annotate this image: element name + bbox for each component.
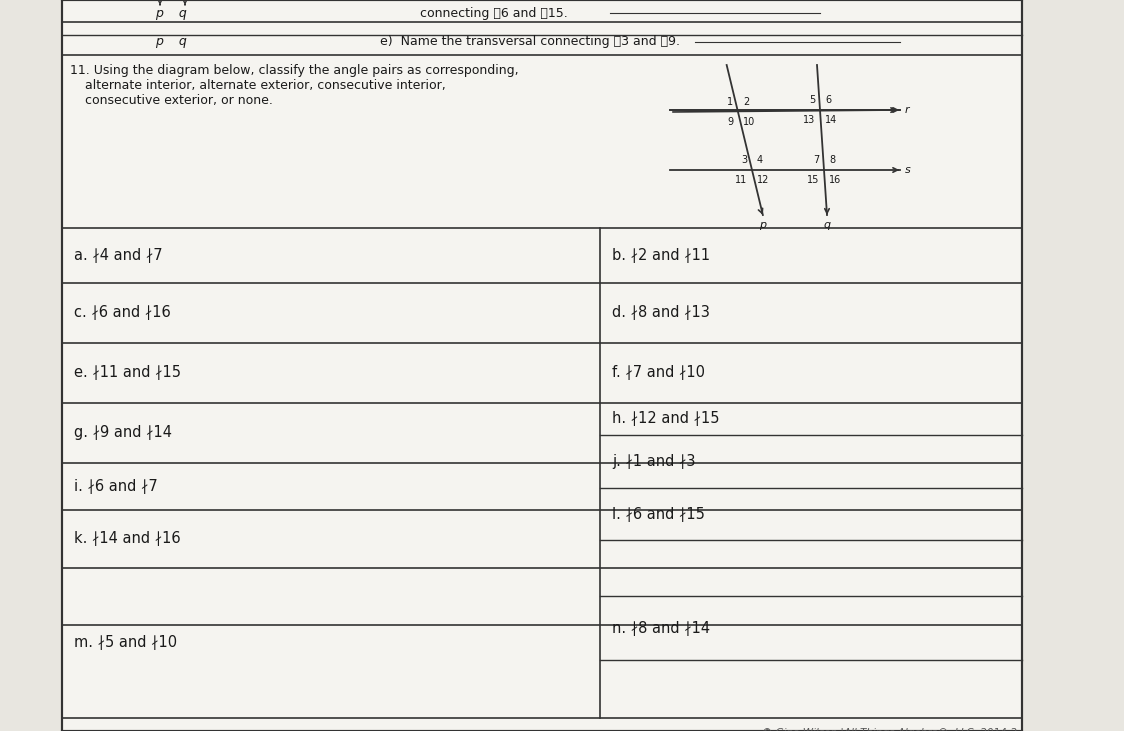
Text: 13: 13 (803, 115, 815, 125)
Text: h. ∤12 and ∤15: h. ∤12 and ∤15 (611, 412, 719, 426)
Text: p    q: p q (155, 7, 187, 20)
Text: r: r (905, 105, 909, 115)
Bar (62, 0, 1022, 731)
Text: m. ∤5 and ∤10: m. ∤5 and ∤10 (74, 635, 178, 651)
Text: k. ∤14 and ∤16: k. ∤14 and ∤16 (74, 531, 181, 547)
Text: e. ∤11 and ∤15: e. ∤11 and ∤15 (74, 366, 181, 381)
Text: d. ∤8 and ∤13: d. ∤8 and ∤13 (611, 306, 710, 320)
Text: 2: 2 (743, 97, 750, 107)
Text: l. ∤6 and ∤15: l. ∤6 and ∤15 (611, 507, 705, 521)
Text: p    q: p q (155, 36, 187, 48)
Text: 16: 16 (830, 175, 841, 185)
Text: c. ∤6 and ∤16: c. ∤6 and ∤16 (74, 306, 171, 320)
Text: s: s (905, 165, 910, 175)
Text: i. ∤6 and ∤7: i. ∤6 and ∤7 (74, 479, 157, 494)
Text: q: q (824, 220, 831, 230)
Text: n. ∤8 and ∤14: n. ∤8 and ∤14 (611, 621, 710, 635)
Text: 4: 4 (756, 155, 763, 165)
Text: a. ∤4 and ∤7: a. ∤4 and ∤7 (74, 248, 163, 263)
Text: connecting ⎳6 and ⎳15.: connecting ⎳6 and ⎳15. (420, 7, 568, 20)
Text: 11. Using the diagram below, classify the angle pairs as corresponding,: 11. Using the diagram below, classify th… (70, 64, 518, 77)
Text: g. ∤9 and ∤14: g. ∤9 and ∤14 (74, 425, 172, 441)
Text: 14: 14 (825, 115, 837, 125)
Text: p: p (760, 220, 767, 230)
Text: 9: 9 (727, 117, 733, 127)
Text: f. ∤7 and ∤10: f. ∤7 and ∤10 (611, 366, 705, 381)
Text: 7: 7 (813, 155, 819, 165)
Text: 5: 5 (809, 95, 815, 105)
Text: 15: 15 (807, 175, 819, 185)
Text: © Gina Wilson |All Things Algebra®, LLC, 2014-2: © Gina Wilson |All Things Algebra®, LLC,… (762, 728, 1017, 731)
Text: 6: 6 (825, 95, 831, 105)
Text: 8: 8 (830, 155, 835, 165)
Text: 11: 11 (735, 175, 747, 185)
Text: j. ∤1 and ∤3: j. ∤1 and ∤3 (611, 454, 696, 469)
Text: consecutive exterior, or none.: consecutive exterior, or none. (85, 94, 273, 107)
Text: e)  Name the transversal connecting ⎳3 and ⎳9.: e) Name the transversal connecting ⎳3 an… (380, 36, 680, 48)
Text: 12: 12 (756, 175, 769, 185)
Text: alternate interior, alternate exterior, consecutive interior,: alternate interior, alternate exterior, … (85, 79, 446, 92)
Text: 3: 3 (741, 155, 747, 165)
Text: b. ∤2 and ∤11: b. ∤2 and ∤11 (611, 248, 710, 263)
Text: 10: 10 (743, 117, 755, 127)
Text: 1: 1 (727, 97, 733, 107)
